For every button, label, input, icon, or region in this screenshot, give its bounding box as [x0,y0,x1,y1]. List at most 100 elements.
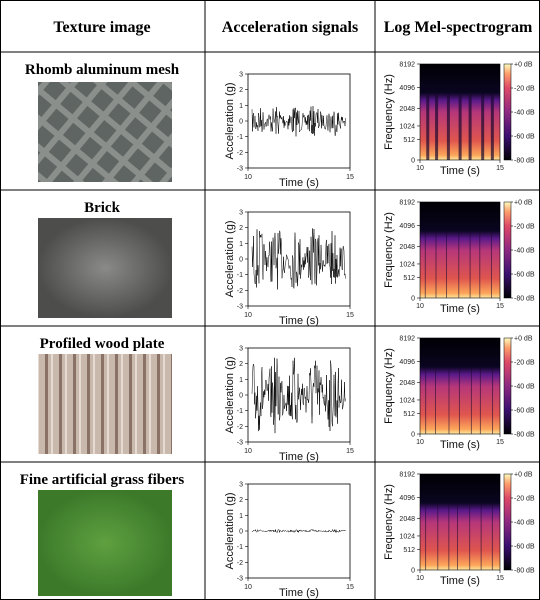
y-tick-label: 4096 [399,85,415,92]
y-tick-label: -1 [237,272,243,279]
y-tick-label: 4096 [399,359,415,366]
x-tick-label: 15 [346,584,354,591]
y-tick-label: -2 [237,288,243,295]
y-tick-label: 2 [239,87,243,94]
y-axis-label: Frequency (Hz) [383,212,395,288]
spectrogram-gap [479,232,480,298]
y-tick-label: 1 [239,377,243,384]
spectrogram-gap [492,368,493,434]
colorbar-tick-label: -60 dB [514,544,535,551]
y-tick-label: -1 [237,408,243,415]
spectrogram-gap [425,232,426,298]
y-tick-label: 8192 [399,200,415,207]
colorbar-tick-label: -40 dB [514,520,535,527]
x-tick-label: 15 [496,575,504,582]
y-tick-label: 4096 [399,495,415,502]
signal-trace [252,228,346,289]
x-tick-label: 15 [496,303,504,310]
x-axis-label: Time (s) [440,165,480,177]
x-axis-label: Time (s) [279,315,319,327]
row-label: Rhomb aluminum mesh [25,62,180,78]
signal-trace [252,358,346,433]
signal-trace [252,106,346,136]
header: Texture image [53,19,150,36]
y-tick-label: 1024 [399,533,415,540]
y-tick-label: 0 [239,119,243,126]
x-tick-label: 10 [244,312,252,319]
y-tick-label: 1024 [399,261,415,268]
y-tick-label: 0 [411,568,415,575]
y-tick-label: 3 [239,482,243,489]
y-axis-label: Acceleration (g) [224,492,236,569]
y-tick-label: 2 [239,361,243,368]
colorbar-tick-label: -60 dB [514,272,535,279]
y-tick-label: -3 [237,304,243,311]
y-tick-label: 1024 [399,397,415,404]
y-axis-label: Frequency (Hz) [383,348,395,424]
spectrogram-gap [425,368,426,434]
colorbar-tick-label: -60 dB [514,134,535,141]
spectrogram-gap [446,232,447,298]
y-tick-label: 3 [239,210,243,217]
colorbar [504,338,511,434]
colorbar-tick-label: -20 dB [514,496,535,503]
colorbar-tick-label: +0 dB [514,62,533,69]
spectrogram [420,338,500,434]
x-tick-label: 10 [416,165,424,172]
y-tick-label: 8192 [399,62,415,69]
x-tick-label: 10 [416,303,424,310]
row-label: Brick [84,200,120,216]
figure: Texture image Acceleration signals Log M… [0,0,540,600]
y-axis-label: Acceleration (g) [224,220,236,297]
x-axis-label: Time (s) [440,303,480,315]
colorbar-tick-label: +0 dB [514,200,533,207]
y-tick-label: 2 [239,497,243,504]
spectrogram-gap [491,232,492,298]
spectrogram-gap [492,504,493,570]
colorbar-tick-label: -80 dB [514,432,535,439]
spectrogram-gap [471,368,472,434]
y-axis-label: Acceleration (g) [224,356,236,433]
x-tick-label: 15 [496,165,504,172]
row-label: Fine artificial grass fibers [20,472,185,488]
y-tick-label: 1024 [399,123,415,130]
spectrogram-gap [469,94,472,160]
y-tick-label: -2 [237,560,243,567]
y-tick-label: 4096 [399,223,415,230]
colorbar-tick-label: -20 dB [514,360,535,367]
row-label: Profiled wood plate [40,336,165,352]
texture-image [38,218,172,318]
y-tick-label: 512 [403,547,415,554]
y-tick-label: 0 [239,529,243,536]
spectrogram-gap [426,94,429,160]
signal-trace [252,530,346,533]
x-axis-label: Time (s) [440,439,480,451]
y-tick-label: -1 [237,544,243,551]
y-tick-label: -3 [237,576,243,583]
x-tick-label: 15 [346,312,354,319]
y-tick-label: 0 [411,158,415,165]
colorbar-tick-label: -40 dB [514,384,535,391]
x-tick-label: 10 [244,584,252,591]
y-tick-label: 0 [239,393,243,400]
y-tick-label: 2 [239,225,243,232]
x-tick-label: 15 [346,174,354,181]
spectrogram-gap [470,232,471,298]
y-tick-label: 0 [411,432,415,439]
x-axis-label: Time (s) [279,177,319,189]
y-tick-label: 2048 [399,106,415,113]
y-tick-label: 3 [239,72,243,79]
colorbar-tick-label: +0 dB [514,336,533,343]
y-tick-label: 8192 [399,472,415,479]
x-tick-label: 10 [416,439,424,446]
spectrogram-gap [491,94,494,160]
spectrogram-gap [480,368,481,434]
texture-image [38,82,172,182]
spectrogram-gap [435,94,438,160]
y-tick-label: 0 [411,296,415,303]
spectrogram-gap [436,232,437,298]
y-tick-label: -3 [237,166,243,173]
spectrogram-gap [449,368,450,434]
y-tick-label: 1 [239,241,243,248]
y-tick-label: 2048 [399,516,415,523]
